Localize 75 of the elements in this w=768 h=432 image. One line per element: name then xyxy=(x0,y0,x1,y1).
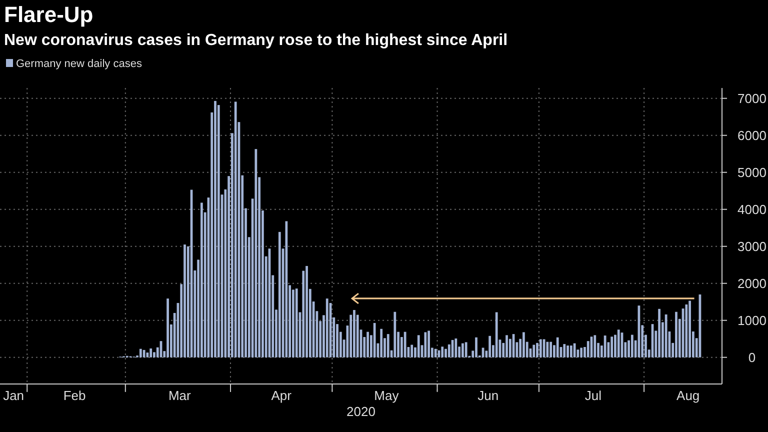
bar xyxy=(404,332,406,358)
bar xyxy=(546,342,549,358)
bar xyxy=(326,298,328,358)
x-axis-title: 2020 xyxy=(346,404,376,419)
y-tick-label: 5000 xyxy=(738,164,766,180)
bar xyxy=(617,330,620,358)
bar xyxy=(214,100,216,358)
x-tick-label: Jan xyxy=(3,388,24,403)
bar xyxy=(532,344,536,358)
bar xyxy=(295,288,298,358)
legend-label: Germany new daily cases xyxy=(16,58,142,70)
bar xyxy=(394,312,396,358)
bar xyxy=(688,300,691,358)
bar xyxy=(570,346,572,358)
bar xyxy=(254,149,258,358)
bar xyxy=(658,308,660,358)
bar xyxy=(664,314,668,358)
y-tick-label: 7000 xyxy=(738,90,766,106)
y-tick-label: 0 xyxy=(748,350,756,365)
chart-subtitle: New coronavirus cases in Germany rose to the highest since April xyxy=(4,32,508,49)
bar xyxy=(434,348,437,358)
bar xyxy=(139,348,142,358)
bar xyxy=(566,346,569,358)
bar xyxy=(353,310,356,358)
y-tick-label: 1000 xyxy=(738,312,766,328)
x-tick-label: Apr xyxy=(271,388,292,403)
x-tick-label: May xyxy=(374,388,400,403)
bar xyxy=(306,266,308,358)
bar xyxy=(166,298,169,358)
bar xyxy=(184,244,186,358)
bar xyxy=(386,334,390,358)
bar xyxy=(464,342,468,358)
bar xyxy=(685,304,688,358)
y-tick-label: 2000 xyxy=(738,276,766,291)
bar xyxy=(580,348,583,358)
bar xyxy=(495,312,498,358)
bar xyxy=(522,332,525,358)
bar xyxy=(462,343,464,358)
bar xyxy=(594,335,596,358)
y-tick-label: 6000 xyxy=(738,128,766,143)
bar xyxy=(630,334,634,358)
bar xyxy=(444,348,447,358)
bar xyxy=(550,342,552,358)
bar xyxy=(150,348,152,358)
bar xyxy=(200,202,203,358)
bar xyxy=(217,105,220,358)
bar xyxy=(506,335,508,358)
bar xyxy=(234,102,237,358)
y-tick-label: 4000 xyxy=(738,202,766,217)
bar xyxy=(366,332,369,358)
bar xyxy=(610,336,614,358)
bar xyxy=(441,346,444,358)
bar xyxy=(428,330,430,358)
bar xyxy=(475,337,478,358)
bar xyxy=(285,221,288,358)
bar xyxy=(675,312,678,358)
bar xyxy=(454,338,458,358)
x-tick-label: Aug xyxy=(676,388,700,403)
bar xyxy=(488,336,491,358)
x-tick-label: Mar xyxy=(168,388,192,403)
bar xyxy=(410,344,414,358)
bar xyxy=(536,342,538,358)
bar xyxy=(539,339,542,358)
chart-title: Flare-Up xyxy=(4,2,94,27)
bar xyxy=(424,332,427,358)
x-tick-label: Jul xyxy=(584,388,602,403)
bar xyxy=(563,344,566,358)
bar xyxy=(417,335,420,358)
bar xyxy=(380,328,383,358)
x-tick-label: Feb xyxy=(63,388,86,403)
bar xyxy=(448,344,450,358)
x-tick-label: Jun xyxy=(478,388,499,403)
bar xyxy=(278,232,281,358)
y-tick-label: 3000 xyxy=(738,238,766,254)
bar xyxy=(556,337,559,358)
